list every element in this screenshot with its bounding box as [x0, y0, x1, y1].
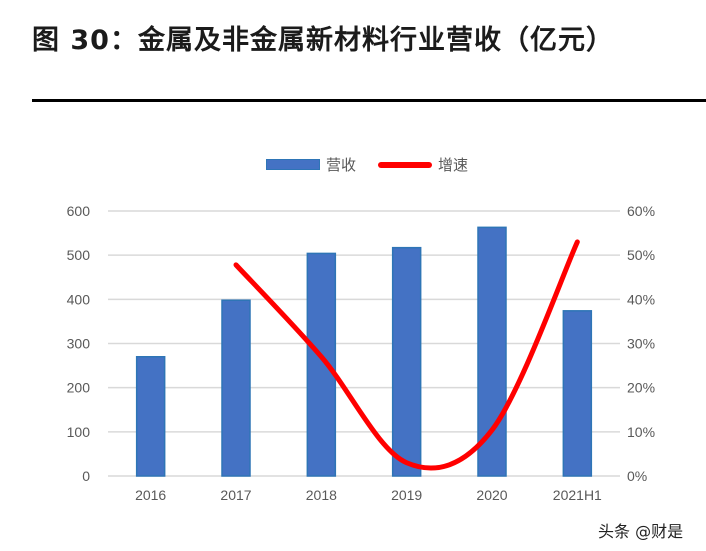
line-swatch-icon [378, 161, 433, 168]
bar-2021H1 [562, 310, 593, 477]
y-right-tick: 30% [627, 336, 655, 352]
y-right-tick: 0% [627, 468, 647, 484]
bar-2017 [221, 299, 251, 477]
bar-2020 [477, 226, 507, 477]
y-right-tick: 60% [627, 203, 655, 219]
legend-item-revenue: 营收 [266, 154, 356, 175]
legend-label-growth: 增速 [438, 156, 469, 174]
growth-line [233, 239, 580, 471]
y-left-tick: 100 [67, 424, 91, 440]
bar-swatch-icon [266, 159, 320, 170]
y-left-tick: 0 [82, 468, 90, 484]
title-divider [32, 99, 706, 102]
legend-item-growth: 增速 [378, 154, 468, 175]
y-left-tick: 300 [67, 336, 91, 352]
y-right-tick: 40% [627, 291, 655, 307]
x-tick: 2016 [135, 487, 166, 503]
y-left-tick: 600 [67, 203, 91, 219]
x-tick: 2017 [220, 487, 251, 503]
x-tick: 2021H1 [553, 487, 602, 503]
bar-2019 [391, 246, 422, 477]
legend-label-revenue: 营收 [326, 156, 357, 174]
y-left-tick: 400 [67, 291, 91, 307]
x-tick: 2020 [476, 487, 507, 503]
bar-2016 [135, 356, 166, 477]
figure-title: 图 30：金属及非金属新材料行业营收（亿元） [32, 25, 614, 56]
y-right-tick: 20% [627, 380, 655, 396]
chart-legend: 营收 增速 [266, 154, 490, 175]
x-tick: 2018 [306, 487, 337, 503]
y-left-tick: 200 [67, 380, 91, 396]
bar-2018 [306, 252, 337, 477]
x-tick: 2019 [391, 487, 422, 503]
watermark: 头条 @财是 [598, 522, 684, 541]
y-right-tick: 10% [627, 424, 655, 440]
y-right-tick: 50% [627, 247, 655, 263]
y-left-tick: 500 [67, 247, 91, 263]
